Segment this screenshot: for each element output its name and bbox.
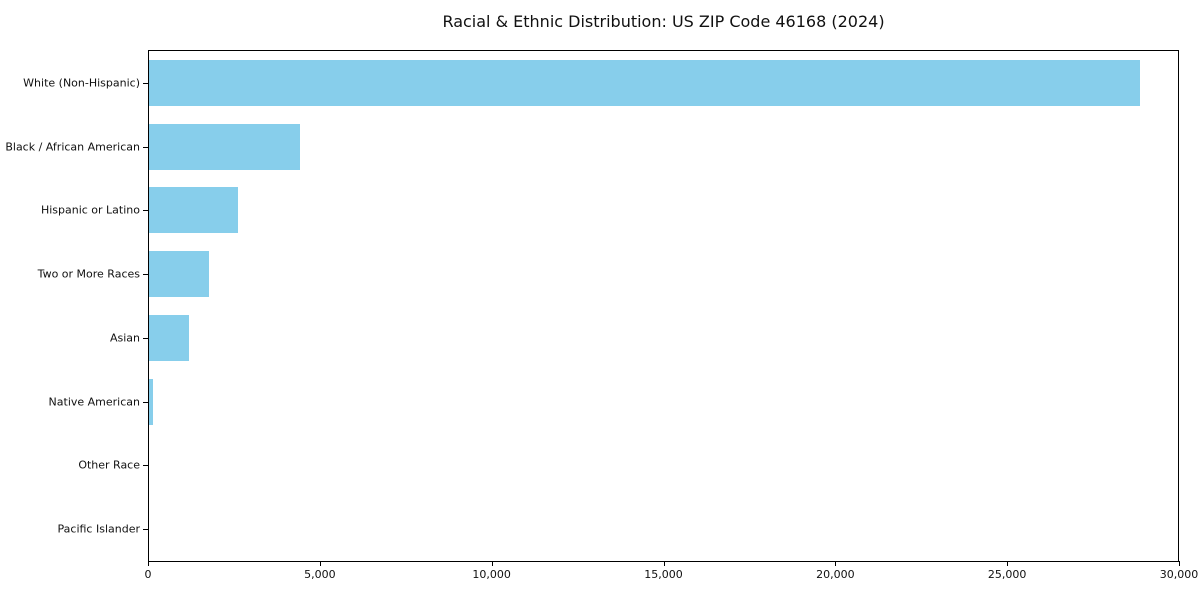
y-tick-mark [143, 337, 148, 339]
bar [149, 123, 300, 170]
plot-area [148, 50, 1179, 562]
y-tick-label: Two or More Races [37, 267, 140, 281]
x-tick-mark [1179, 561, 1180, 566]
x-tick-mark [148, 561, 149, 566]
y-tick-label: Pacific Islander [57, 522, 140, 536]
x-tick-label: 20,000 [816, 568, 855, 581]
x-tick-label: 30,000 [1159, 568, 1199, 581]
x-tick-label: 10,000 [472, 568, 511, 581]
y-tick-label: Asian [109, 331, 140, 345]
bar [149, 314, 190, 361]
x-tick-mark [319, 561, 321, 566]
y-tick-label: Native American [48, 395, 140, 409]
y-tick-mark [143, 146, 148, 148]
y-tick-mark [143, 82, 148, 84]
x-tick-mark [663, 561, 665, 566]
bar [149, 59, 1141, 106]
y-tick-mark [143, 401, 148, 403]
y-tick-label: Hispanic or Latino [40, 203, 140, 217]
x-tick-label: 5,000 [304, 568, 336, 581]
bar [149, 378, 153, 425]
y-tick-mark [143, 529, 148, 531]
y-axis: White (Non-Hispanic) Black / African Amer… [0, 50, 140, 562]
y-tick-label: Other Race [78, 458, 140, 472]
x-tick-mark [1007, 561, 1009, 566]
x-tick-mark [835, 561, 837, 566]
x-tick-mark [491, 561, 493, 566]
bar [149, 251, 209, 298]
y-tick-label: Black / African American [5, 140, 140, 154]
chart-title: Racial & Ethnic Distribution: US ZIP Cod… [442, 12, 885, 31]
y-tick-label: White (Non-Hispanic) [23, 76, 140, 90]
bar [149, 187, 239, 234]
x-tick-label: 0 [144, 568, 152, 581]
x-tick-label: 15,000 [644, 568, 683, 581]
y-tick-mark [143, 465, 148, 467]
y-tick-mark [143, 274, 148, 276]
y-tick-mark [143, 210, 148, 212]
x-tick-label: 25,000 [987, 568, 1027, 581]
